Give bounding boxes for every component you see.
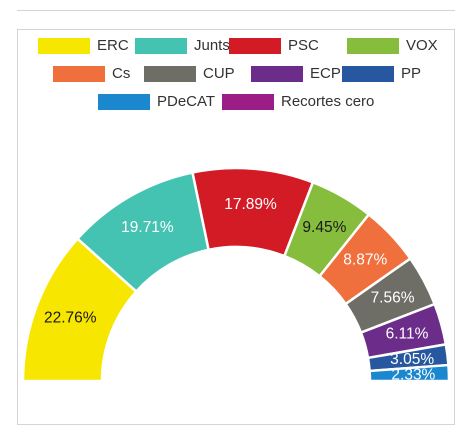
slice-label-pdecat: 2.33%: [391, 366, 435, 383]
legend-swatch: [229, 38, 281, 54]
legend-swatch: [53, 66, 105, 82]
slice-label-ecp: 6.11%: [386, 325, 429, 342]
slice-label-cup: 7.56%: [371, 289, 415, 306]
legend-label: Cs: [112, 65, 131, 82]
legend-label: ECP: [310, 65, 341, 82]
half-donut-chart: 22.76% 19.71% 17.89% 9.45% 8.87% 7.56% 6.11% 3.…: [21, 166, 451, 383]
legend-label: PSC: [288, 37, 319, 54]
legend-swatch: [342, 66, 394, 82]
legend-swatch: [222, 94, 274, 110]
slice-label-vox: 9.45%: [302, 219, 346, 236]
legend-label: ERC: [97, 37, 129, 54]
top-divider: [17, 10, 455, 11]
slice-pdecat: [368, 363, 451, 383]
legend-swatch: [38, 38, 90, 54]
legend-swatch: [251, 66, 303, 82]
legend-swatch: [135, 38, 187, 54]
legend-label: Junts: [194, 37, 230, 54]
slice-label-psc: 17.89%: [224, 196, 277, 213]
legend-label: Recortes cero: [281, 93, 375, 110]
legend-label: VOX: [406, 37, 438, 54]
slice-label-pp: 3.05%: [390, 351, 434, 368]
slice-label-junts: 19.71%: [121, 219, 174, 236]
slice-label-cs: 8.87%: [343, 251, 387, 268]
legend-label: PDeCAT: [157, 93, 216, 110]
legend-swatch: [144, 66, 196, 82]
legend-swatch: [98, 94, 150, 110]
legend-label: PP: [401, 65, 422, 82]
legend-swatch: [347, 38, 399, 54]
slice-label-erc: 22.76%: [44, 310, 97, 327]
chart-card: ERC Junts PSC VOX Cs CUP ECP PP PDeCAT Recortes c…: [17, 29, 455, 425]
legend-label: CUP: [203, 65, 235, 82]
